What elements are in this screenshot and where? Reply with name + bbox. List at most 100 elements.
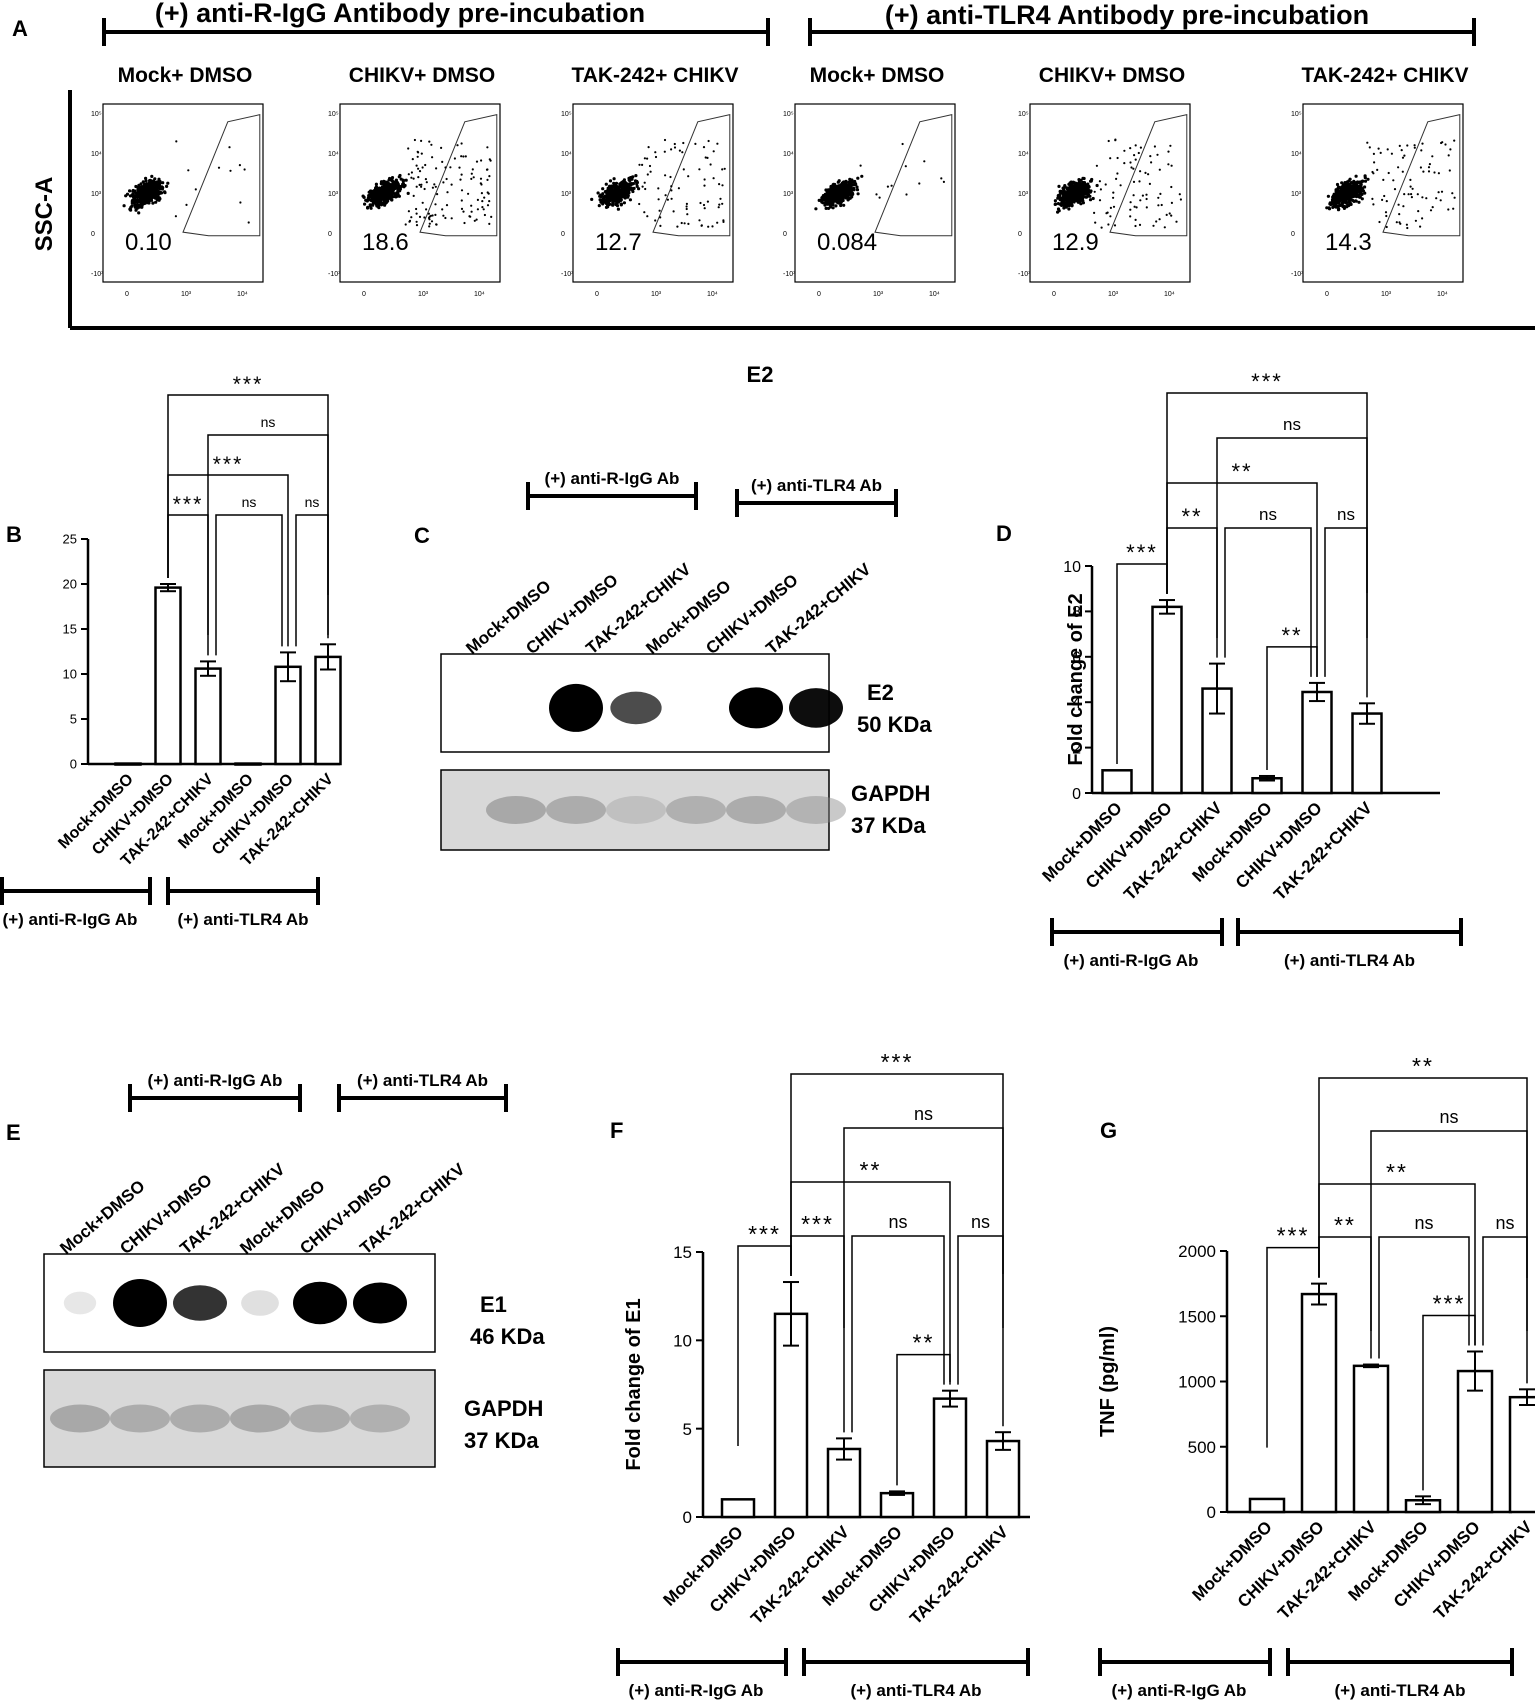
facs-dot (410, 176, 413, 179)
facs-dot (460, 173, 463, 176)
facs-dot (1336, 189, 1341, 193)
facs-dot (1441, 141, 1444, 144)
facs-plot-label: TAK-242+ CHIKV (571, 64, 738, 87)
facs-dot (709, 163, 712, 166)
facs-dot (1069, 187, 1073, 191)
facs-tick-label: 10³ (783, 191, 794, 198)
facs-dot (852, 183, 857, 187)
facs-dot (428, 140, 431, 143)
facs-dot (698, 219, 701, 222)
facs-dot (1341, 199, 1345, 203)
facs-dot (140, 199, 144, 203)
facs-dot (1155, 220, 1158, 223)
facs-dot (413, 138, 416, 142)
facs-tick-label: -10³ (91, 271, 104, 278)
facs-dot (670, 189, 673, 192)
facs-dot (618, 182, 622, 186)
facs-dot (1104, 183, 1107, 186)
facs-dot (1056, 202, 1060, 206)
facs-dot (157, 196, 161, 200)
significance-bracket (1482, 1236, 1528, 1384)
facs-tick-label: 10⁴ (1018, 151, 1029, 158)
facs-dot (1447, 208, 1450, 211)
facs-dot (622, 187, 626, 191)
facs-dot (1340, 181, 1344, 185)
facs-dot (1379, 151, 1382, 154)
facs-dot (129, 205, 133, 210)
facs-plot-label: TAK-242+ CHIKV (1301, 64, 1468, 87)
facs-dot (1138, 223, 1142, 226)
facs-dot (153, 177, 157, 181)
facs-dot (847, 190, 852, 195)
facs-dot (1378, 220, 1381, 224)
facs-dot (415, 220, 418, 223)
facs-dot (1366, 177, 1370, 181)
facs-dot (657, 198, 660, 201)
facs-dot (1392, 179, 1395, 182)
facs-dot (486, 204, 490, 207)
facs-dot (1175, 220, 1178, 223)
facs-dot (382, 179, 386, 183)
facs-dot (1387, 171, 1390, 175)
facs-dot (622, 180, 627, 184)
facs-dot (154, 184, 158, 188)
bar (985, 1439, 1021, 1519)
facs-dot (824, 198, 828, 202)
facs-dot (1093, 190, 1096, 193)
significance-label: *** (1433, 1290, 1466, 1316)
facs-tick-label: 0 (595, 291, 599, 298)
facs-dot (717, 206, 720, 209)
protein-band (173, 1285, 227, 1321)
facs-dot (643, 181, 646, 184)
facs-dot (1398, 213, 1401, 216)
facs-dot (1361, 189, 1365, 193)
bar (1352, 1364, 1390, 1514)
facs-dot (1368, 146, 1371, 149)
facs-dot (1167, 163, 1170, 166)
facs-dot (609, 187, 614, 191)
facs-dot (654, 219, 657, 222)
facs-dot (702, 146, 706, 149)
facs-dot (1425, 197, 1428, 200)
group-label: (+) anti-TLR4 Ab (751, 476, 882, 495)
facs-tick-label: 10⁴ (783, 151, 794, 158)
facs-dot (376, 189, 380, 193)
facs-dot (627, 176, 631, 180)
significance-label: ** (1281, 623, 1302, 648)
facs-dot (601, 187, 605, 191)
facs-dot (450, 183, 453, 186)
facs-dot (711, 225, 714, 228)
significance-label: *** (881, 1049, 914, 1075)
facs-tick-label: 0 (1325, 291, 1329, 298)
facs-dot (420, 152, 423, 155)
facs-dot (670, 197, 673, 200)
facs-dot (856, 192, 860, 196)
panel-letter: E (6, 1120, 21, 1145)
facs-dot (1109, 206, 1112, 209)
facs-dot (1073, 181, 1077, 185)
facs-dot (1060, 203, 1064, 207)
facs-dot (1163, 226, 1166, 229)
facs-dot (1409, 178, 1412, 181)
facs-dot (369, 193, 373, 197)
facs-dot (1428, 163, 1431, 166)
bar (879, 1491, 915, 1519)
facs-dot (1433, 171, 1436, 174)
facs-dot (175, 140, 178, 143)
facs-dot (1153, 145, 1156, 148)
facs-dot (373, 189, 378, 193)
facs-plot-label: CHIKV+ DMSO (349, 64, 495, 87)
facs-plot-label: Mock+ DMSO (810, 64, 945, 87)
facs-dot (1371, 197, 1374, 200)
facs-dot (157, 184, 161, 188)
facs-tick-label: 0 (91, 231, 95, 238)
significance-label: *** (1251, 369, 1283, 394)
facs-dot (380, 185, 384, 190)
group-label: (+) anti-TLR4 Ab (177, 910, 308, 929)
facs-tick-label: -10³ (783, 271, 796, 278)
facs-dot (132, 197, 137, 201)
facs-dot (1141, 194, 1144, 197)
facs-gate (652, 114, 731, 237)
facs-dot (849, 179, 853, 183)
facs-dot (415, 207, 418, 211)
